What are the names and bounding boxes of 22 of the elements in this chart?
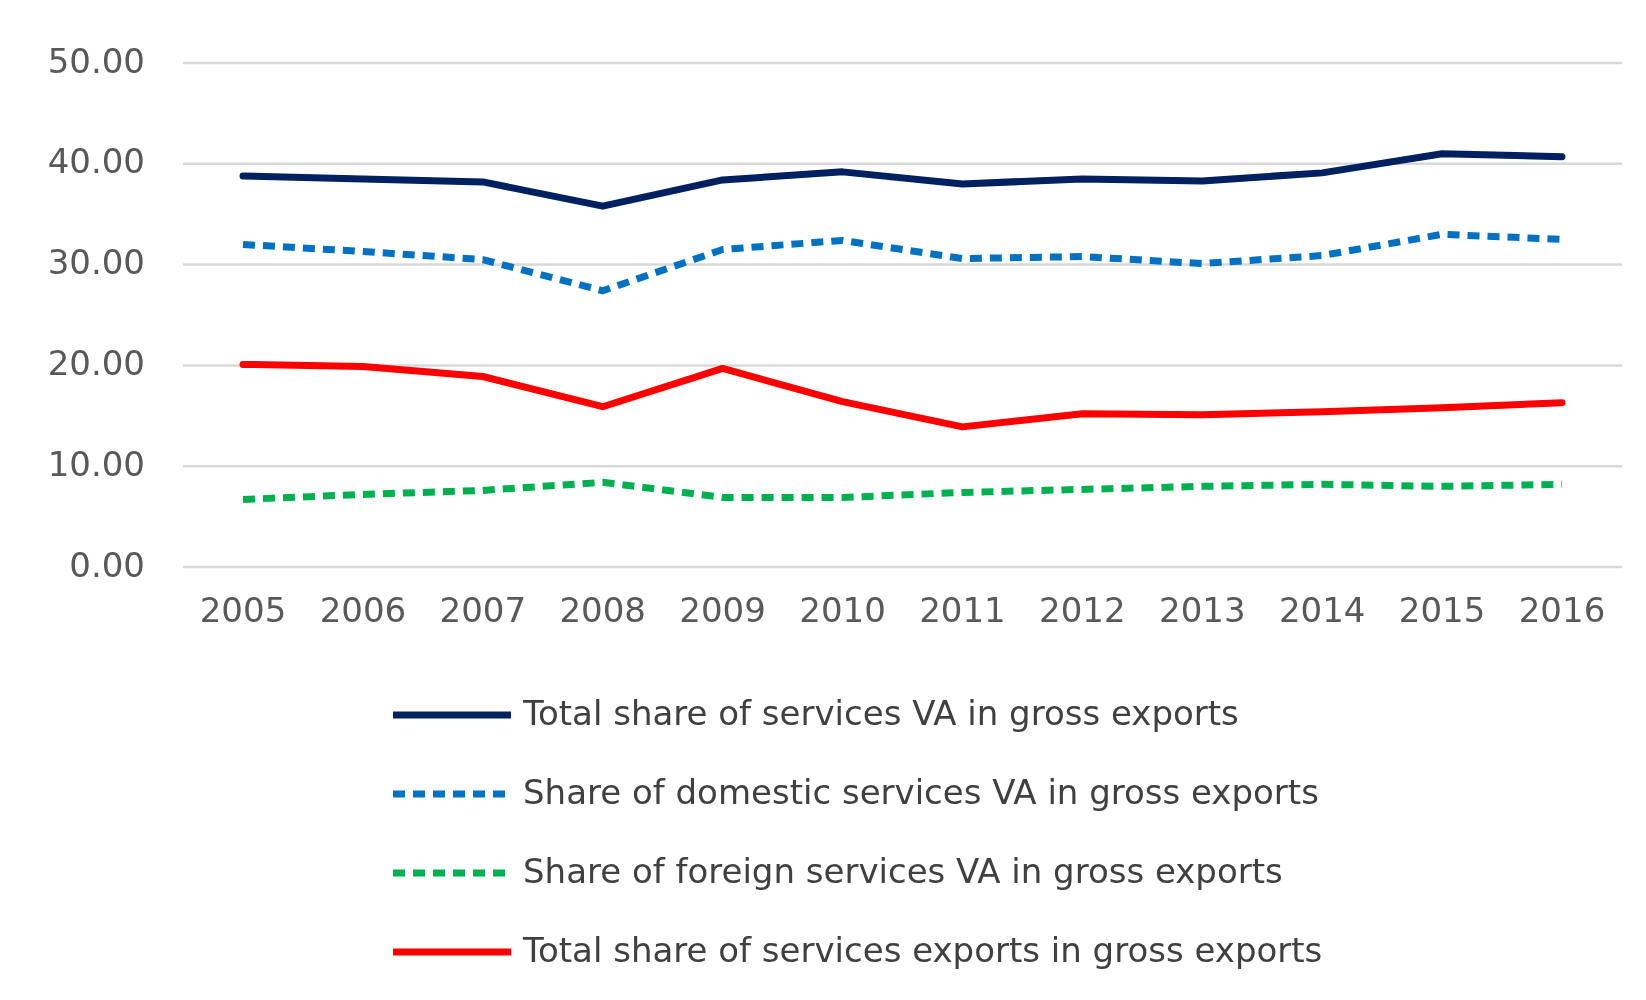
x-tick-label: 2008 xyxy=(559,590,646,630)
y-tick-label: 30.00 xyxy=(47,242,145,283)
x-tick-label: 2013 xyxy=(1159,590,1246,630)
x-tick-label: 2007 xyxy=(439,590,527,630)
legend-label: Total share of services VA in gross exports xyxy=(522,692,1239,733)
y-tick-label: 0.00 xyxy=(69,544,145,585)
y-tick-label: 10.00 xyxy=(47,443,145,484)
x-tick-label: 2011 xyxy=(919,590,1006,630)
x-tick-label: 2010 xyxy=(799,590,886,630)
x-tick-label: 2006 xyxy=(319,590,407,630)
y-tick-label: 40.00 xyxy=(47,141,145,182)
legend-label: Total share of services exports in gross exports xyxy=(522,929,1323,970)
x-tick-label: 2012 xyxy=(1039,590,1126,630)
y-tick-label: 20.00 xyxy=(47,342,145,383)
x-tick-label: 2009 xyxy=(679,590,766,630)
legend-label: Share of domestic services VA in gross exports xyxy=(523,771,1319,812)
x-tick-label: 2005 xyxy=(199,590,287,630)
x-tick-label: 2016 xyxy=(1518,590,1606,630)
x-tick-label: 2014 xyxy=(1278,590,1366,630)
y-tick-label: 50.00 xyxy=(47,40,145,81)
legend-label: Share of foreign services VA in gross exports xyxy=(523,850,1283,891)
x-tick-label: 2015 xyxy=(1398,590,1486,630)
